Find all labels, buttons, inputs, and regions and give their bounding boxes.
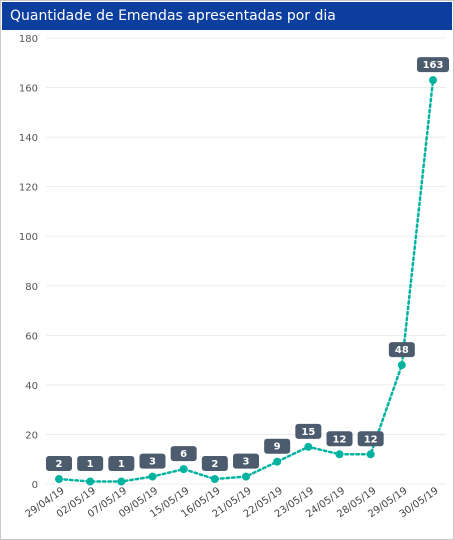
data-label-bg — [233, 453, 259, 469]
y-tick-label: 100 — [19, 232, 38, 243]
data-label-bg — [264, 438, 291, 454]
data-point[interactable] — [86, 477, 95, 486]
y-tick-label: 40 — [25, 381, 38, 392]
y-tick-label: 60 — [25, 331, 38, 342]
data-label: 15 — [301, 427, 315, 438]
chart-title: Quantidade de Emendas apresentadas por d… — [10, 8, 336, 24]
data-point[interactable] — [148, 472, 157, 481]
y-tick-label: 140 — [19, 133, 38, 144]
data-point[interactable] — [304, 442, 313, 451]
data-label: 48 — [395, 345, 409, 356]
data-label-bg — [388, 342, 415, 358]
data-label: 1 — [87, 459, 94, 470]
data-label: 2 — [56, 459, 63, 470]
data-label-bg — [357, 431, 384, 447]
data-label: 12 — [364, 434, 378, 445]
y-tick-label: 0 — [32, 480, 38, 491]
data-point[interactable] — [366, 450, 375, 459]
data-label-bg — [46, 456, 72, 471]
data-label: 12 — [333, 434, 347, 445]
data-point[interactable] — [210, 475, 219, 484]
data-point[interactable] — [397, 361, 406, 370]
series-line — [57, 78, 435, 483]
data-label: 9 — [274, 442, 281, 453]
data-label-bg — [170, 446, 197, 462]
data-label: 1 — [118, 459, 125, 470]
data-label-bg — [77, 456, 104, 471]
data-point[interactable] — [117, 477, 126, 486]
y-tick-label: 20 — [25, 430, 38, 441]
data-point[interactable] — [179, 465, 188, 474]
data-label: 3 — [243, 457, 250, 468]
data-label: 6 — [180, 449, 187, 460]
data-label: 3 — [149, 457, 156, 468]
data-label-bg — [108, 456, 135, 471]
data-label-bg — [139, 453, 166, 469]
data-label: 2 — [211, 459, 218, 470]
y-tick-label: 180 — [19, 34, 38, 45]
title-bar: Quantidade de Emendas apresentadas por d… — [2, 2, 452, 30]
data-label-bg — [326, 431, 353, 447]
data-label-bg — [417, 57, 449, 73]
y-tick-label: 160 — [19, 84, 38, 95]
data-point[interactable] — [429, 76, 437, 85]
data-point[interactable] — [273, 457, 282, 466]
data-point[interactable] — [55, 475, 63, 484]
y-tick-label: 120 — [19, 183, 38, 194]
data-point[interactable] — [335, 450, 344, 459]
data-label-bg — [201, 456, 228, 471]
y-tick-label: 80 — [25, 282, 38, 293]
data-point[interactable] — [242, 472, 250, 481]
data-label-bg — [295, 423, 322, 439]
data-label: 163 — [423, 60, 444, 71]
